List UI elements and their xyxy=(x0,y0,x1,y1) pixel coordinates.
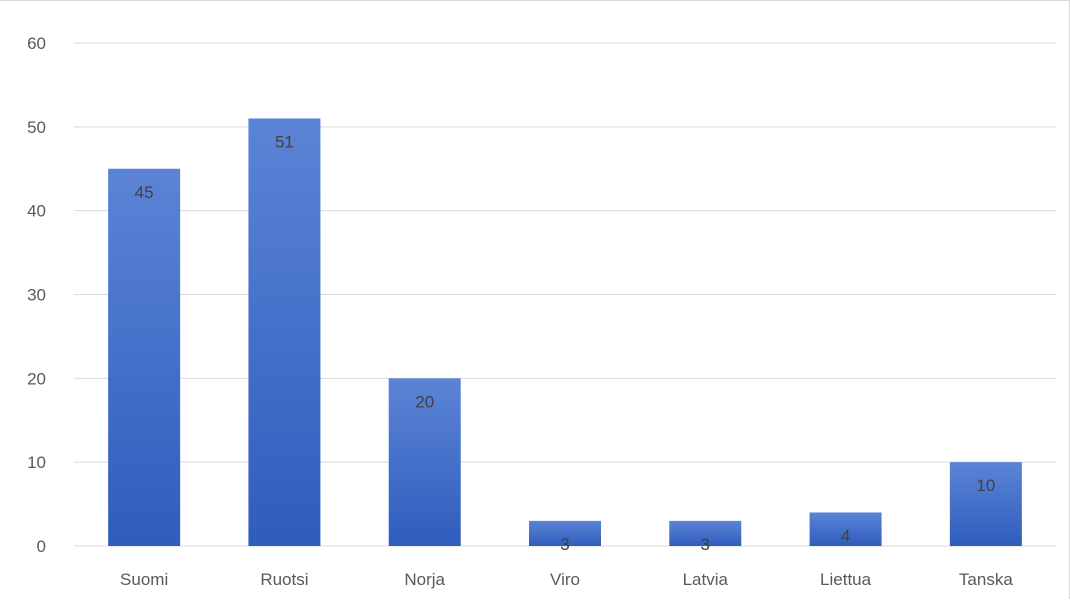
data-label-norja: 20 xyxy=(415,392,434,411)
data-label-liettua: 4 xyxy=(841,526,850,545)
x-tick-label-liettua: Liettua xyxy=(820,570,872,589)
bar-latvia xyxy=(669,520,742,546)
y-tick-label: 50 xyxy=(27,118,46,137)
data-label-tanska: 10 xyxy=(976,476,995,495)
y-tick-label: 0 xyxy=(37,537,46,556)
x-axis-ticks: Suomi Ruotsi Norja Viro Latvia Liettua Tanska xyxy=(120,570,1013,589)
data-label-ruotsi: 51 xyxy=(275,132,294,151)
bar-viro xyxy=(529,520,601,546)
bar-tanska xyxy=(949,462,1022,546)
y-axis-ticks: 0 10 20 30 40 50 60 xyxy=(27,34,46,556)
data-labels: 45 51 20 3 3 4 10 xyxy=(135,132,996,553)
x-tick-label-ruotsi: Ruotsi xyxy=(260,570,308,589)
y-tick-label: 40 xyxy=(27,202,46,221)
data-label-viro: 3 xyxy=(560,535,569,554)
bar-suomi xyxy=(108,168,181,546)
gridlines xyxy=(74,42,1056,547)
y-tick-label: 60 xyxy=(27,34,46,53)
y-tick-label: 30 xyxy=(27,286,46,305)
data-label-suomi: 45 xyxy=(135,183,154,202)
bar-liettua xyxy=(809,512,882,546)
x-tick-label-norja: Norja xyxy=(404,570,445,589)
bars xyxy=(108,118,1022,546)
x-tick-label-latvia: Latvia xyxy=(683,570,729,589)
data-label-latvia: 3 xyxy=(701,535,710,554)
x-tick-label-viro: Viro xyxy=(550,570,580,589)
x-tick-label-tanska: Tanska xyxy=(959,570,1013,589)
bar-ruotsi xyxy=(248,118,321,546)
y-tick-label: 20 xyxy=(27,369,46,388)
bar-norja xyxy=(388,378,461,546)
x-tick-label-suomi: Suomi xyxy=(120,570,168,589)
y-tick-label: 10 xyxy=(27,453,46,472)
